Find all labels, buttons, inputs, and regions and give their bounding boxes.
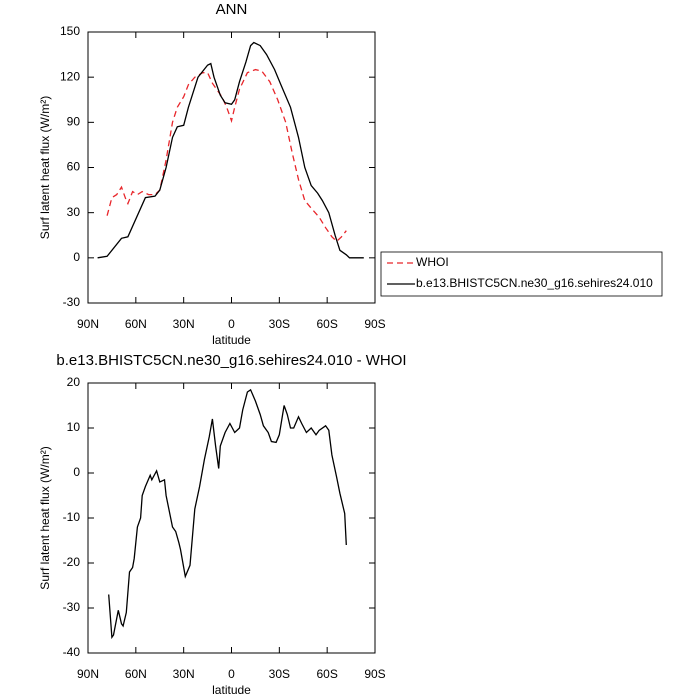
- y-tick-label: 10: [67, 420, 81, 434]
- legend-label: b.e13.BHISTC5CN.ne30_g16.sehires24.010: [416, 276, 653, 290]
- y-tick-label: 20: [67, 375, 81, 389]
- y-tick-label: 0: [73, 465, 80, 479]
- y-tick-label: -10: [63, 510, 81, 524]
- x-tick-label: 30N: [173, 317, 195, 331]
- x-tick-label: 60S: [316, 317, 337, 331]
- x-tick-label: 90N: [77, 667, 99, 681]
- data-line: [106, 68, 347, 243]
- legend-label: WHOI: [416, 255, 449, 269]
- y-tick-label: 60: [67, 160, 81, 174]
- x-tick-label: 60N: [125, 317, 147, 331]
- y-tick-label: 150: [60, 24, 80, 38]
- x-tick-label: 90N: [77, 317, 99, 331]
- y-tick-label: 90: [67, 115, 81, 129]
- y-tick-label: 30: [67, 205, 81, 219]
- x-axis-label: latitude: [212, 683, 251, 697]
- chart-title: ANN: [216, 1, 248, 18]
- data-line: [97, 41, 364, 259]
- legend-box: [380, 251, 663, 297]
- chart-title: b.e13.BHISTC5CN.ne30_g16.sehires24.010 -…: [56, 352, 406, 369]
- x-tick-label: 60S: [316, 667, 337, 681]
- y-tick-label: -40: [63, 645, 81, 659]
- y-axis-label: Surf latent heat flux (W/m²): [38, 446, 52, 589]
- plot-frame: [87, 31, 376, 304]
- x-tick-label: 90S: [364, 317, 385, 331]
- y-tick-label: -30: [63, 295, 81, 309]
- x-tick-label: 90S: [364, 667, 385, 681]
- y-axis-label: Surf latent heat flux (W/m²): [38, 96, 52, 239]
- x-tick-label: 30S: [269, 317, 290, 331]
- x-tick-label: 60N: [125, 667, 147, 681]
- plot-frame: [87, 382, 376, 654]
- x-tick-label: 0: [228, 317, 235, 331]
- data-line: [108, 388, 347, 640]
- x-tick-label: 30N: [173, 667, 195, 681]
- y-tick-label: 0: [73, 250, 80, 264]
- y-tick-label: -20: [63, 555, 81, 569]
- x-tick-label: 30S: [269, 667, 290, 681]
- y-tick-label: -30: [63, 600, 81, 614]
- x-tick-label: 0: [228, 667, 235, 681]
- y-tick-label: 120: [60, 69, 80, 83]
- x-axis-label: latitude: [212, 333, 251, 347]
